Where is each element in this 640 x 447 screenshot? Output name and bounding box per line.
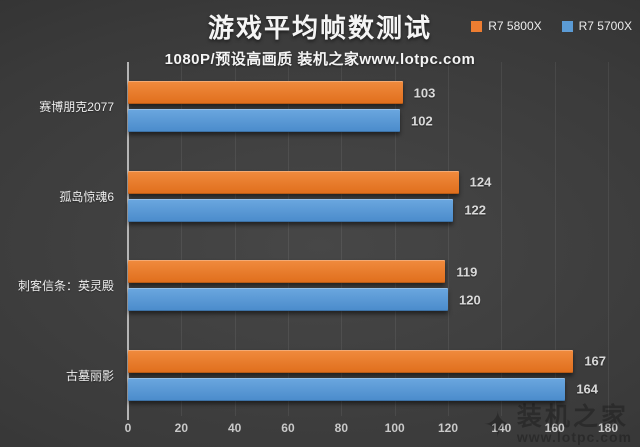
x-tick-label: 180	[597, 421, 619, 435]
x-tick-label: 80	[334, 421, 349, 435]
legend-swatch-r7-5800x	[471, 20, 483, 32]
gridline-80	[341, 62, 343, 416]
gridline-180	[608, 62, 609, 416]
bar-group-古墓丽影: 167 164	[128, 331, 608, 421]
bar-value-label: 164	[576, 381, 599, 397]
bar-r7-5800x	[128, 349, 574, 373]
bar-line: 164	[128, 377, 608, 401]
legend-label: R7 5700X	[578, 19, 632, 33]
y-axis-line	[127, 62, 129, 420]
legend: R7 5800X R7 5700X	[471, 19, 632, 33]
bar-r7-5700x	[128, 288, 448, 312]
x-tick-label: 20	[174, 421, 189, 435]
bar-r7-5700x	[128, 377, 566, 401]
bar-r7-5800x	[128, 81, 403, 105]
bar-value-label: 120	[458, 292, 481, 308]
bar-r7-5800x	[128, 170, 459, 194]
x-tick-label: 100	[384, 421, 405, 435]
category-axis: 赛博朋克2077 孤岛惊魂6 刺客信条：英灵殿古墓丽影	[0, 62, 121, 420]
category-label: 孤岛惊魂6	[59, 189, 114, 204]
x-tick-label: 120	[437, 421, 458, 435]
legend-item-r7-5700x: R7 5700X	[561, 19, 632, 33]
bar-value-label: 122	[464, 202, 487, 218]
bar-value-label: 119	[456, 264, 478, 280]
x-tick-label: 140	[491, 421, 512, 435]
chart-title: 游戏平均帧数测试	[207, 13, 432, 43]
gridline-120	[447, 62, 449, 416]
bar-line: 167	[128, 349, 608, 373]
gridline-100	[394, 62, 396, 416]
x-tick-label: 0	[124, 421, 132, 435]
x-tick-label: 160	[544, 421, 565, 435]
x-tick-label: 60	[281, 421, 295, 435]
plot-area: 103 102 124 122 119 120 167 164	[127, 62, 609, 421]
gridline-20	[181, 62, 183, 416]
bar-value-label: 124	[469, 174, 492, 190]
bar-group-赛博朋克2077: 103 102	[128, 62, 608, 152]
bar-value-label: 167	[584, 353, 607, 369]
category-label-row: 古墓丽影	[0, 331, 121, 421]
gridline-40	[234, 62, 236, 416]
legend-swatch-r7-5700x	[561, 20, 573, 32]
gridline-140	[501, 62, 503, 416]
x-axis: 0 20 40 60 80 100 120 140 160 180	[124, 421, 618, 439]
gridline-60	[287, 62, 289, 416]
legend-item-r7-5800x: R7 5800X	[471, 19, 542, 33]
bar-r7-5700x	[128, 198, 454, 222]
category-label-row: 赛博朋克2077	[0, 62, 121, 152]
x-tick-label: 40	[227, 421, 242, 435]
chart-subtitle: 1080P/预设高画质 装机之家www.lotpc.com	[164, 51, 476, 68]
bar-line: 103	[128, 81, 608, 105]
legend-label: R7 5800X	[488, 19, 542, 33]
bar-line: 120	[128, 288, 608, 312]
bar-group-孤岛惊魂6: 124 122	[128, 152, 608, 242]
category-label-row: 刺客信条：英灵殿	[0, 241, 121, 331]
category-label: 刺客信条：英灵殿	[17, 279, 114, 294]
category-label: 赛博朋克2077	[39, 100, 114, 115]
category-label-row: 孤岛惊魂6	[0, 152, 121, 242]
bar-line: 124	[128, 170, 608, 194]
category-label: 古墓丽影	[65, 368, 114, 383]
bar-line: 119	[128, 260, 608, 284]
bar-line: 102	[128, 109, 608, 133]
bar-group-刺客信条：英灵殿: 119 120	[128, 241, 608, 331]
bar-line: 122	[128, 198, 608, 222]
bar-r7-5800x	[128, 260, 446, 284]
gridline-160	[554, 62, 556, 416]
bar-r7-5700x	[128, 109, 400, 133]
bar-value-label: 103	[413, 85, 436, 101]
bar-value-label: 102	[411, 113, 433, 129]
